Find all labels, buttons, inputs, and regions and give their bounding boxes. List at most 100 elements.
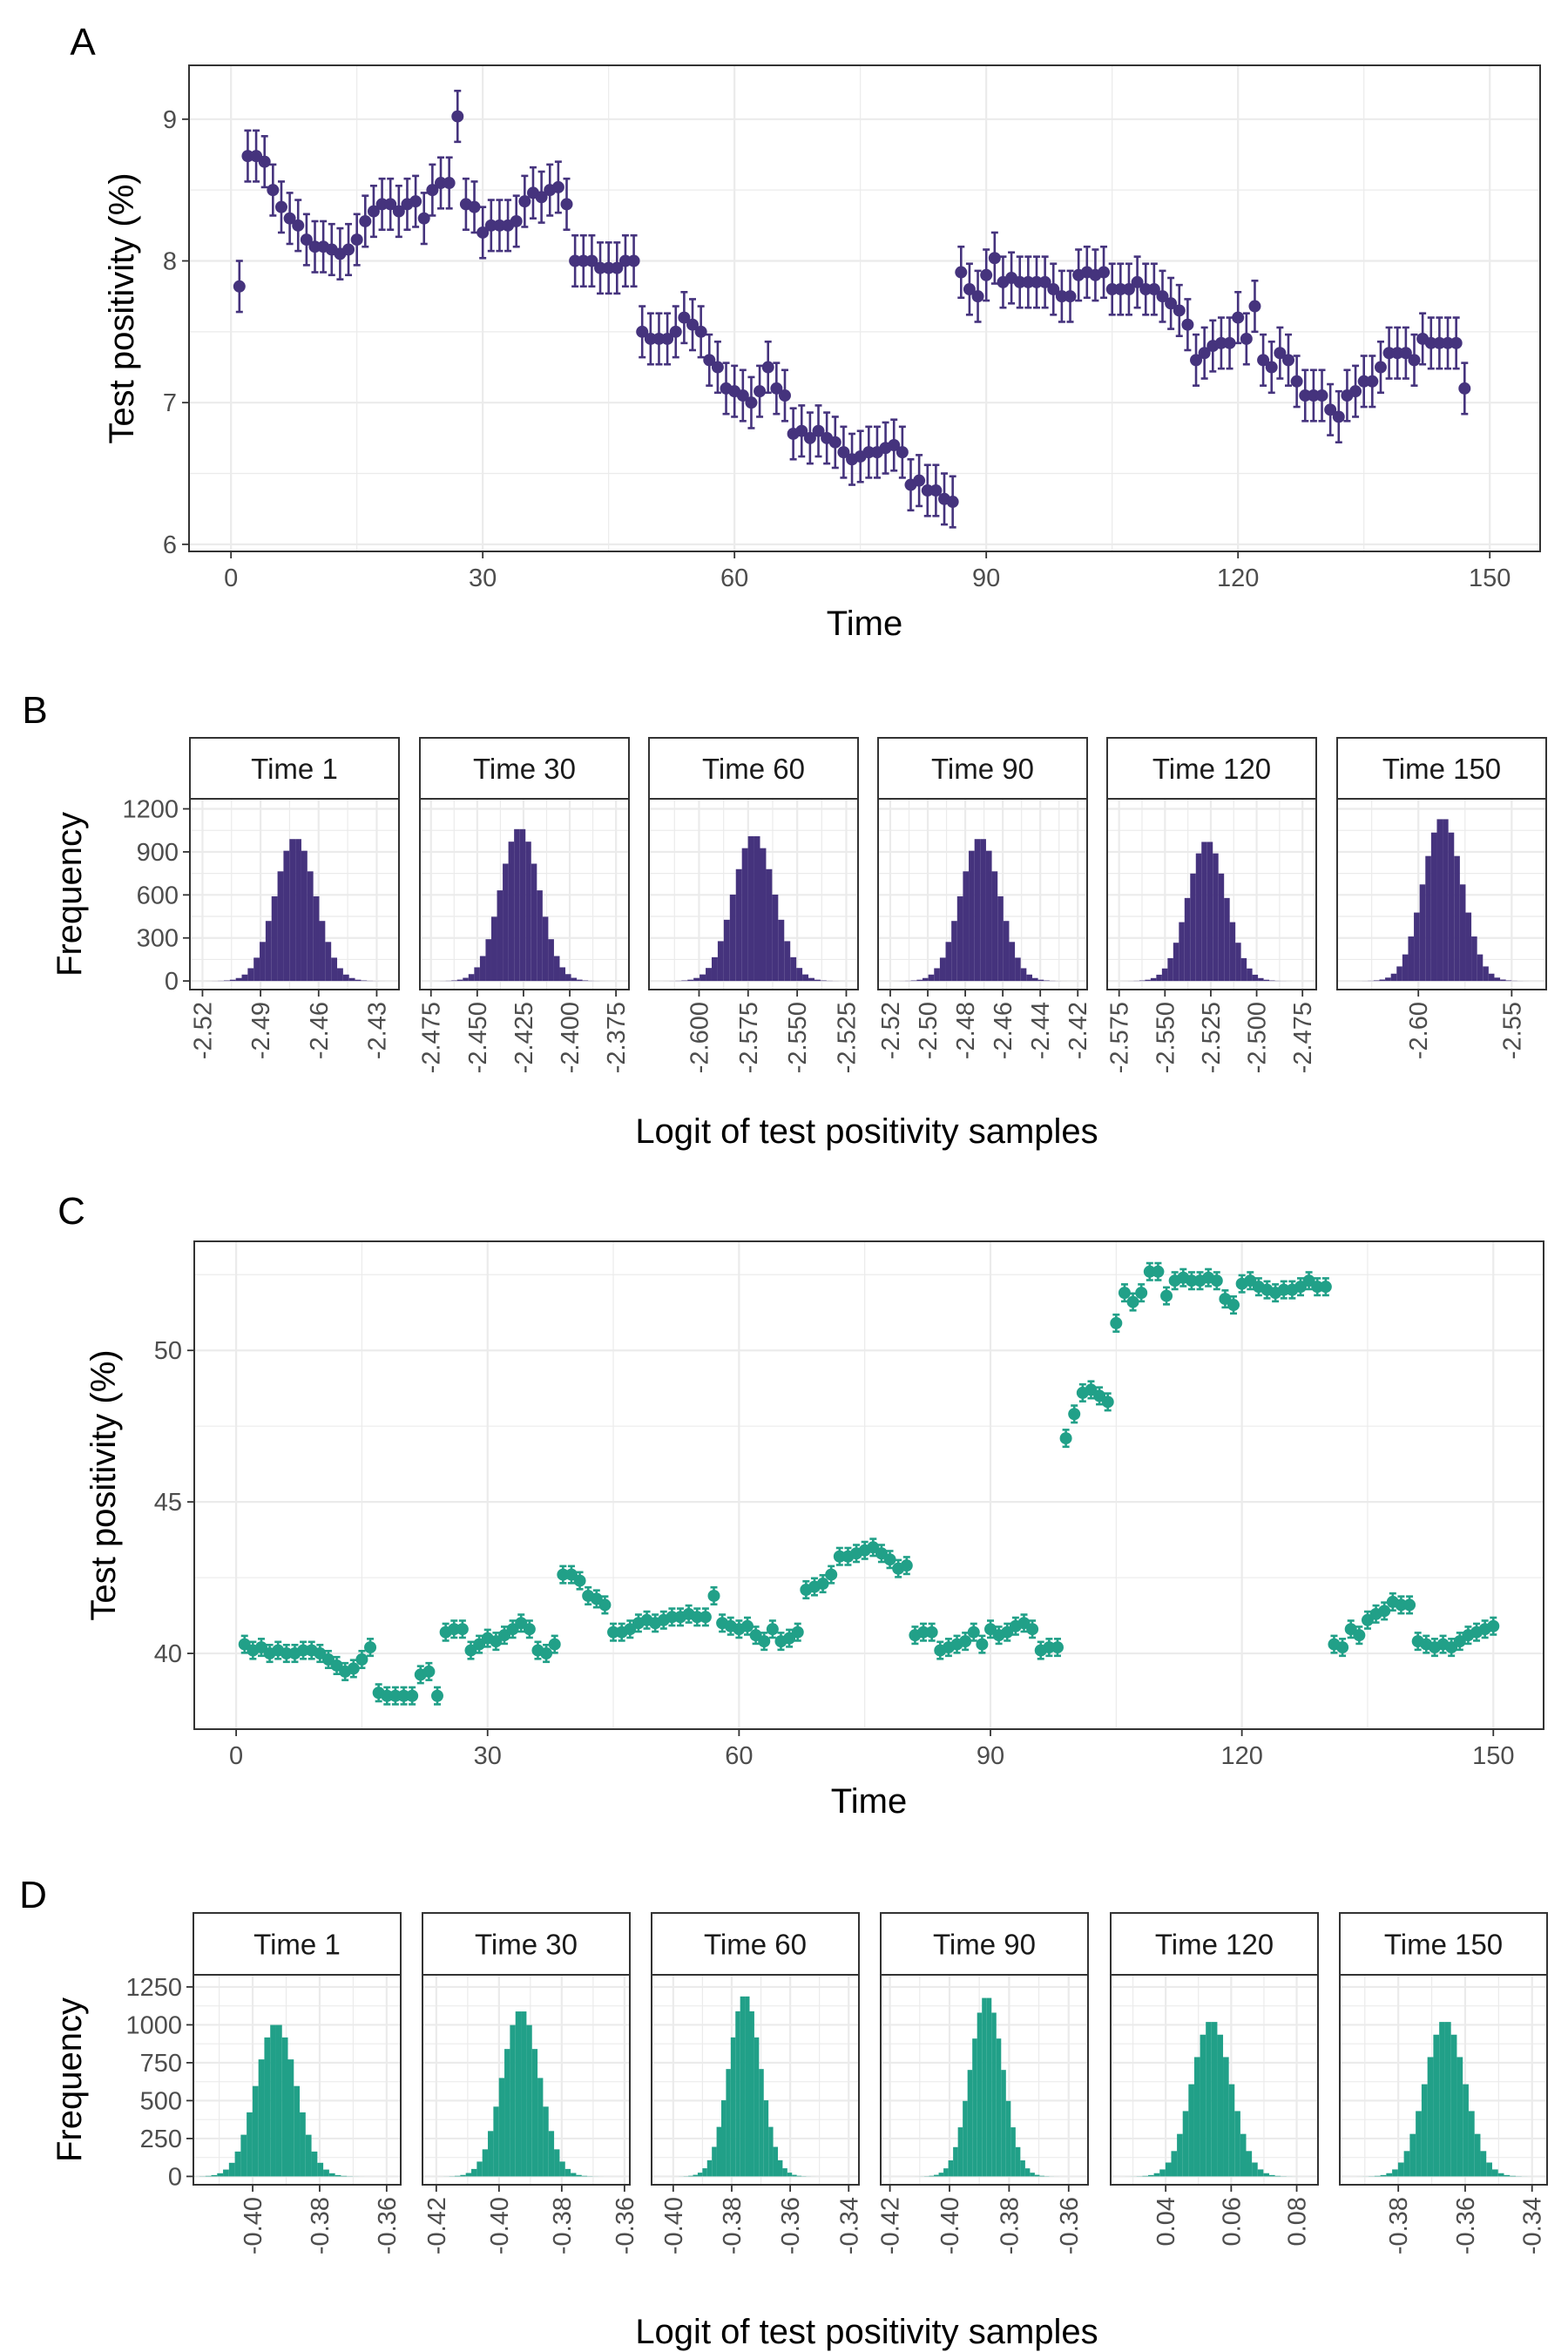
point-marker: [770, 382, 783, 395]
point-marker: [283, 212, 296, 225]
facet-strip: [1106, 737, 1317, 800]
data-point: [1135, 1283, 1148, 1303]
histogram-bar: [1505, 980, 1512, 982]
histogram-bar: [943, 2168, 949, 2177]
histogram-bar: [963, 2100, 968, 2177]
point-marker: [1017, 1617, 1031, 1630]
histogram-bar: [1252, 974, 1259, 982]
data-point: [367, 184, 380, 239]
point-marker: [1408, 354, 1421, 367]
histogram-bar: [1504, 2174, 1511, 2177]
x-tick-label: -2.42: [1064, 1002, 1092, 1059]
data-point: [585, 233, 598, 288]
data-point: [761, 340, 774, 395]
histogram-bar: [772, 894, 779, 982]
facet-strip-label: Time 1: [251, 753, 338, 785]
x-tick-label: -2.43: [363, 1002, 391, 1059]
histogram-bar: [1015, 957, 1021, 982]
point-marker: [967, 1625, 980, 1639]
histogram-bar: [1488, 973, 1495, 982]
point-marker: [422, 1665, 436, 1678]
point-marker: [1198, 347, 1211, 360]
y-tick-label: 0: [165, 968, 179, 996]
point-marker: [1219, 1293, 1232, 1306]
data-point: [1085, 1380, 1098, 1400]
data-point: [473, 1634, 486, 1654]
histogram-bar: [681, 980, 688, 982]
point-marker: [350, 233, 363, 247]
histogram-bar: [977, 2012, 983, 2177]
point-marker: [1214, 336, 1227, 349]
x-tick-label: -0.36: [1056, 2197, 1084, 2254]
histogram-bar: [763, 2100, 769, 2177]
data-point: [1403, 1595, 1416, 1615]
data-point: [666, 1607, 679, 1627]
histogram-bar: [1177, 2133, 1183, 2177]
x-tick-label: -2.425: [510, 1002, 538, 1073]
data-point: [686, 298, 700, 352]
facet-strip-label: Time 120: [1152, 753, 1271, 785]
data-point: [451, 89, 464, 144]
histogram-bar: [1444, 2022, 1451, 2177]
data-point: [1051, 1638, 1064, 1658]
histogram-bar: [1020, 968, 1027, 982]
data-point: [1319, 1277, 1332, 1297]
point-marker: [1453, 1635, 1466, 1648]
x-tick-label: -2.46: [990, 1002, 1017, 1059]
point-marker: [828, 436, 841, 449]
data-point: [1223, 316, 1236, 370]
histogram-bar: [1416, 2111, 1422, 2177]
data-point: [976, 1634, 989, 1654]
histogram-bar: [967, 2070, 973, 2177]
data-point: [1269, 1283, 1282, 1303]
facet-strip-label: Time 30: [473, 753, 576, 785]
point-marker: [955, 266, 968, 279]
point-marker: [241, 150, 254, 163]
panel-letter-d: D: [19, 1874, 47, 1916]
histogram-bar: [205, 2175, 212, 2177]
histogram-bar: [463, 977, 469, 982]
data-point: [971, 269, 984, 323]
point-marker: [959, 1635, 972, 1648]
histogram-bar: [1258, 977, 1264, 982]
data-point: [1122, 262, 1135, 316]
point-marker: [1391, 347, 1404, 360]
data-point: [1210, 1271, 1223, 1291]
y-tick-label: 750: [140, 2050, 182, 2078]
histogram-bar: [986, 1997, 992, 2177]
point-marker: [1311, 1281, 1324, 1294]
data-point: [274, 180, 287, 234]
histogram-bar: [490, 916, 497, 982]
histogram-bar: [980, 839, 986, 982]
histogram-bar: [1373, 980, 1380, 982]
data-point: [297, 1640, 310, 1660]
point-marker: [518, 195, 531, 208]
point-marker: [1101, 1396, 1114, 1409]
histogram-bar: [782, 2168, 787, 2177]
data-point: [1349, 364, 1362, 418]
histogram-bar: [1015, 2146, 1021, 2177]
data-point: [577, 233, 590, 288]
point-marker: [464, 1644, 477, 1657]
data-point: [510, 194, 523, 248]
point-marker: [359, 214, 372, 227]
data-point: [858, 1540, 871, 1560]
data-point: [1143, 1261, 1156, 1281]
histogram-bar: [934, 2174, 939, 2177]
histogram-bar: [1430, 832, 1437, 982]
point-marker: [448, 1623, 461, 1636]
x-axis-title: Time: [827, 605, 902, 643]
x-tick-label: 90: [977, 1742, 1004, 1770]
facet-time-90: Time 90 -2.52 -2.50 -2.48 -2.46 -2.44 -2.42: [877, 737, 1092, 1059]
y-tick-label: 250: [140, 2126, 182, 2153]
histogram-bar: [982, 1997, 987, 2177]
point-marker: [490, 1635, 503, 1648]
x-tick-label: 120: [1217, 564, 1259, 592]
x-tick-label: -0.38: [719, 2197, 747, 2254]
histogram-bar: [271, 896, 278, 982]
point-marker: [426, 184, 439, 197]
data-point: [1030, 255, 1043, 309]
x-tick-label: -0.38: [549, 2197, 577, 2254]
histogram-bar: [1142, 2175, 1149, 2177]
point-marker: [493, 219, 506, 232]
